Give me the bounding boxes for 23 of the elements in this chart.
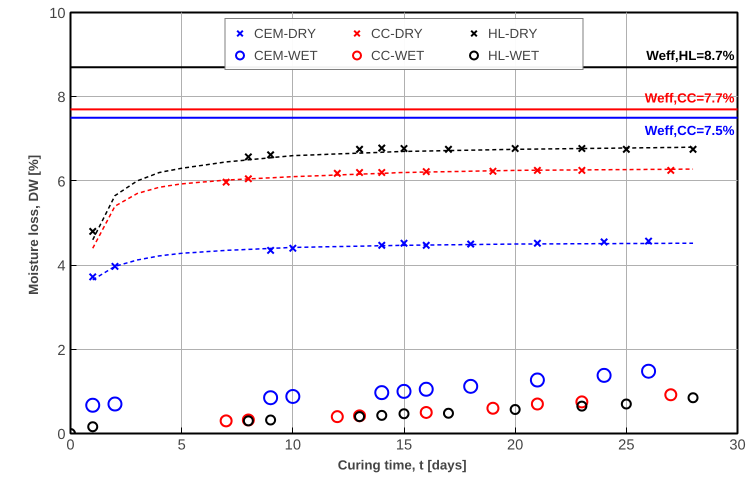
legend-label: CC-DRY [371, 26, 424, 40]
x-tick-label: 25 [618, 438, 634, 454]
y-tick-label: 4 [57, 258, 66, 275]
x-axis-title: Curing time, t [days] [338, 458, 467, 472]
x-tick-label: 5 [178, 438, 186, 454]
ref-line-label: Weff,CC=7.5% [644, 122, 735, 138]
ref-line-label: Weff,CC=7.7% [644, 90, 735, 106]
y-tick-label: 6 [57, 174, 66, 190]
ref-line-label: Weff,HL=8.7% [646, 48, 735, 64]
y-tick-label: 0 [57, 427, 66, 443]
legend-label: CEM-WET [254, 48, 319, 62]
legend-label: CEM-DRY [254, 26, 317, 40]
y-tick-label: 8 [57, 90, 66, 106]
legend-label: HL-DRY [488, 26, 538, 40]
y-tick-label: 2 [57, 342, 66, 359]
y-tick-label: 10 [49, 6, 66, 22]
x-tick-label: 20 [507, 438, 524, 454]
x-tick-label: 15 [396, 438, 412, 454]
legend-label: HL-WET [488, 48, 540, 62]
x-tick-label: 10 [284, 438, 301, 454]
legend-label: CC-WET [371, 48, 426, 62]
x-tick-label: 30 [729, 438, 746, 454]
y-axis-title: Moisture loss, DW [%] [26, 154, 42, 295]
